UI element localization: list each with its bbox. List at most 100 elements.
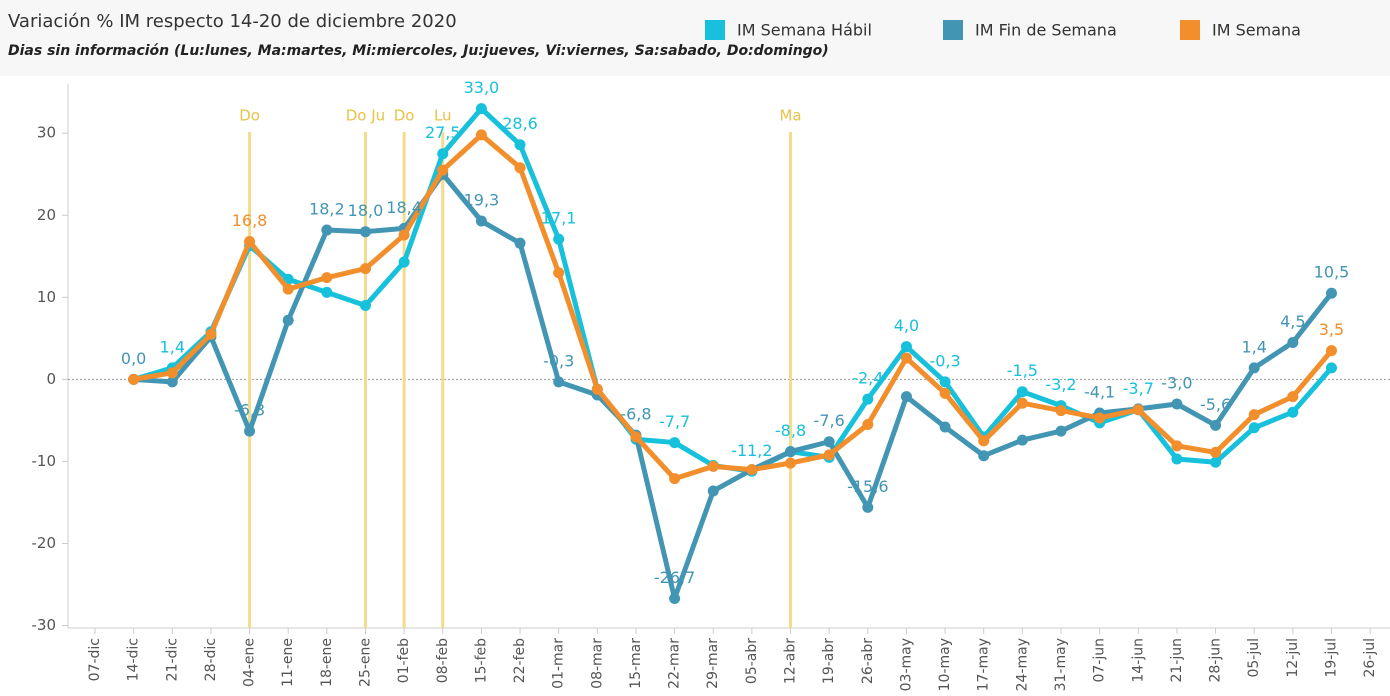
x-tick-label: 10-may bbox=[937, 638, 953, 691]
y-tick-label: -10 bbox=[32, 452, 57, 470]
data-label: 10,5 bbox=[1314, 263, 1350, 282]
data-label: 0,0 bbox=[121, 349, 146, 368]
data-point bbox=[166, 376, 178, 388]
data-point bbox=[166, 367, 178, 379]
x-tick-label: 26-abr bbox=[860, 638, 876, 684]
data-point bbox=[1016, 386, 1028, 398]
data-point bbox=[475, 215, 487, 227]
data-point bbox=[359, 300, 371, 312]
x-tick-label: 25-ene bbox=[357, 638, 373, 687]
data-point bbox=[591, 383, 603, 395]
data-label: 17,1 bbox=[541, 209, 577, 228]
data-point bbox=[669, 592, 681, 604]
series-line bbox=[133, 132, 1334, 482]
x-tick-label: 05-abr bbox=[744, 638, 760, 684]
data-label: -3,0 bbox=[1161, 374, 1192, 393]
x-tick-label: 21-jun bbox=[1169, 638, 1185, 683]
data-point bbox=[244, 236, 256, 248]
data-label: 18,0 bbox=[348, 201, 384, 220]
x-tick-label: 19-abr bbox=[821, 638, 837, 684]
data-label: -6,3 bbox=[234, 401, 265, 420]
data-label: 1,4 bbox=[160, 337, 185, 356]
data-point bbox=[939, 421, 951, 433]
data-label: -0,3 bbox=[543, 351, 574, 370]
x-tick-label: 22-feb bbox=[512, 638, 528, 683]
data-label: -4,1 bbox=[1084, 383, 1115, 402]
x-tick-label: 08-feb bbox=[435, 638, 451, 683]
data-point bbox=[900, 391, 912, 403]
chart-title: Variación % IM respecto 14-20 de diciemb… bbox=[8, 11, 457, 32]
data-point bbox=[669, 437, 681, 449]
series-line bbox=[132, 106, 1334, 474]
legend-swatch bbox=[705, 20, 725, 40]
reference-label: Do bbox=[239, 107, 260, 125]
x-tick-label: 07-jun bbox=[1092, 638, 1108, 683]
data-label: 33,0 bbox=[464, 78, 500, 97]
data-label: -0,3 bbox=[929, 351, 960, 370]
data-point bbox=[1287, 391, 1299, 403]
data-point bbox=[823, 449, 835, 461]
x-tick-label: 05-jul bbox=[1246, 638, 1262, 678]
data-label: -3,7 bbox=[1123, 379, 1154, 398]
x-tick-label: 17-may bbox=[976, 638, 992, 691]
x-tick-label: 22-mar bbox=[667, 638, 683, 689]
x-tick-label: 19-jul bbox=[1323, 638, 1339, 678]
data-point bbox=[553, 376, 565, 388]
data-point bbox=[785, 446, 797, 458]
x-tick-label: 28-dic bbox=[203, 638, 219, 681]
data-label: 27,5 bbox=[425, 123, 461, 142]
y-tick-label: 20 bbox=[37, 206, 56, 224]
data-point bbox=[1325, 345, 1337, 357]
data-point bbox=[1325, 362, 1337, 374]
data-label: -7,6 bbox=[814, 411, 845, 430]
header-bg bbox=[0, 0, 1390, 76]
x-tick-label: 01-feb bbox=[396, 638, 412, 683]
data-label: -26,7 bbox=[654, 568, 695, 587]
data-point bbox=[553, 267, 565, 279]
x-tick-label: 24-may bbox=[1014, 638, 1030, 691]
data-point bbox=[1132, 404, 1144, 416]
data-point bbox=[939, 387, 951, 399]
data-point bbox=[900, 352, 912, 364]
data-point bbox=[707, 460, 719, 472]
data-label: -3,2 bbox=[1045, 375, 1076, 394]
data-point bbox=[475, 129, 487, 141]
data-point bbox=[900, 341, 912, 353]
data-point bbox=[823, 436, 835, 448]
data-label: -7,7 bbox=[659, 412, 690, 431]
data-point bbox=[630, 431, 642, 443]
data-label: 4,0 bbox=[894, 316, 919, 335]
data-point bbox=[1210, 419, 1222, 431]
x-tick-label: 14-jun bbox=[1130, 638, 1146, 683]
data-label: 1,4 bbox=[1241, 337, 1266, 356]
data-point bbox=[1171, 440, 1183, 452]
data-point bbox=[282, 314, 294, 326]
x-tick-label: 18-ene bbox=[319, 638, 335, 687]
data-point bbox=[514, 139, 526, 151]
data-point bbox=[1055, 425, 1067, 437]
data-label: -11,2 bbox=[731, 441, 772, 460]
chart-subtitle: Dias sin información (Lu:lunes, Ma:marte… bbox=[8, 43, 829, 59]
data-label: 16,8 bbox=[232, 211, 268, 230]
data-point bbox=[553, 233, 565, 245]
data-point bbox=[1248, 362, 1260, 374]
data-point bbox=[1248, 422, 1260, 434]
x-tick-label: 03-may bbox=[898, 638, 914, 691]
x-tick-label: 04-ene bbox=[242, 638, 258, 687]
data-point bbox=[437, 148, 449, 160]
data-point bbox=[359, 263, 371, 275]
data-label: 3,5 bbox=[1319, 320, 1344, 339]
data-point bbox=[1016, 397, 1028, 409]
data-label: -8,8 bbox=[775, 421, 806, 440]
data-point bbox=[746, 464, 758, 476]
data-point bbox=[1210, 446, 1222, 458]
data-label: -2,4 bbox=[852, 369, 883, 388]
data-label: -5,6 bbox=[1200, 395, 1231, 414]
y-tick-label: -20 bbox=[32, 534, 57, 552]
data-point bbox=[1171, 398, 1183, 410]
reference-label: Do bbox=[394, 107, 415, 125]
data-point bbox=[359, 226, 371, 238]
legend-swatch bbox=[1180, 20, 1200, 40]
data-point bbox=[1171, 453, 1183, 465]
